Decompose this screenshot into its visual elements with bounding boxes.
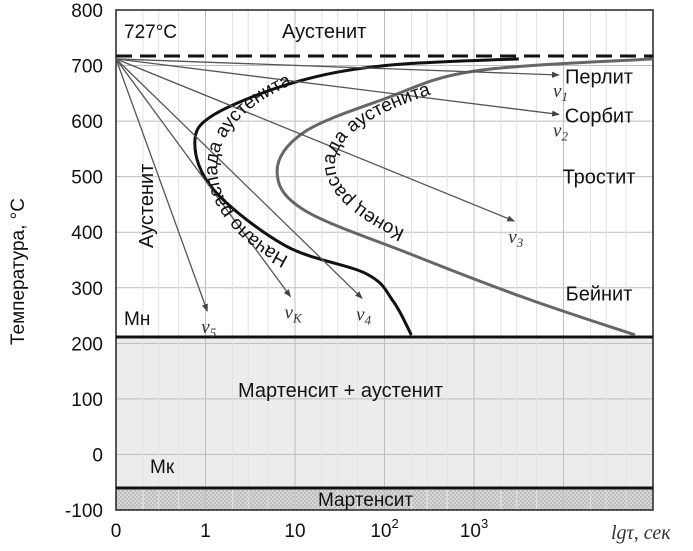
x-tick-label: 10 — [284, 521, 305, 542]
martensite-label: Мартенсит — [318, 490, 413, 511]
y-axis-title: Температура, °С — [8, 198, 29, 345]
y-tick-label: 400 — [71, 223, 103, 244]
cooling-vector-1 — [115, 58, 560, 78]
y-axis-ticks: 800 700 600 500 400 300 200 100 0 -100 — [65, 1, 103, 522]
y-tick-label: -100 — [65, 501, 103, 522]
y-tick-label: 300 — [71, 279, 103, 300]
cooling-vector-5 — [115, 58, 208, 312]
martensite-austenite-label: Мартенсит + аустенит — [238, 380, 443, 402]
cooling-vector-3 — [115, 58, 515, 222]
end-curve — [275, 57, 654, 337]
x-axis-title: lgτ, сек — [611, 522, 671, 544]
plot-frame — [115, 9, 654, 511]
region-label: Сорбит — [565, 106, 633, 128]
region-label: Тростит — [563, 167, 636, 189]
cooling-vector-2 — [115, 58, 560, 117]
y-tick-label: 0 — [92, 445, 103, 466]
x-tick-label: 0 — [111, 521, 122, 542]
y-tick-label: 100 — [71, 390, 103, 411]
region-labels: Перлит Сорбит Тростит Бейнит — [563, 67, 636, 306]
y-tick-label: 800 — [71, 1, 103, 22]
region-label: Бейнит — [566, 283, 633, 305]
cooling-vector-К — [115, 58, 292, 298]
mk-label: Мк — [150, 457, 175, 478]
cooling-vector-4 — [115, 58, 363, 299]
y-tick-label: 200 — [71, 334, 103, 355]
y-tick-label: 600 — [71, 112, 103, 133]
austenite-top-label: Аустенит — [282, 21, 366, 43]
a1-label: 727°С — [124, 22, 177, 43]
x-tick-label: 1 — [200, 521, 211, 542]
y-tick-label: 700 — [71, 57, 103, 78]
region-label: Перлит — [565, 67, 633, 89]
y-tick-label: 500 — [71, 168, 103, 189]
austenite-left-label: Аустенит — [136, 164, 158, 248]
mn-label: Мн — [124, 309, 150, 330]
